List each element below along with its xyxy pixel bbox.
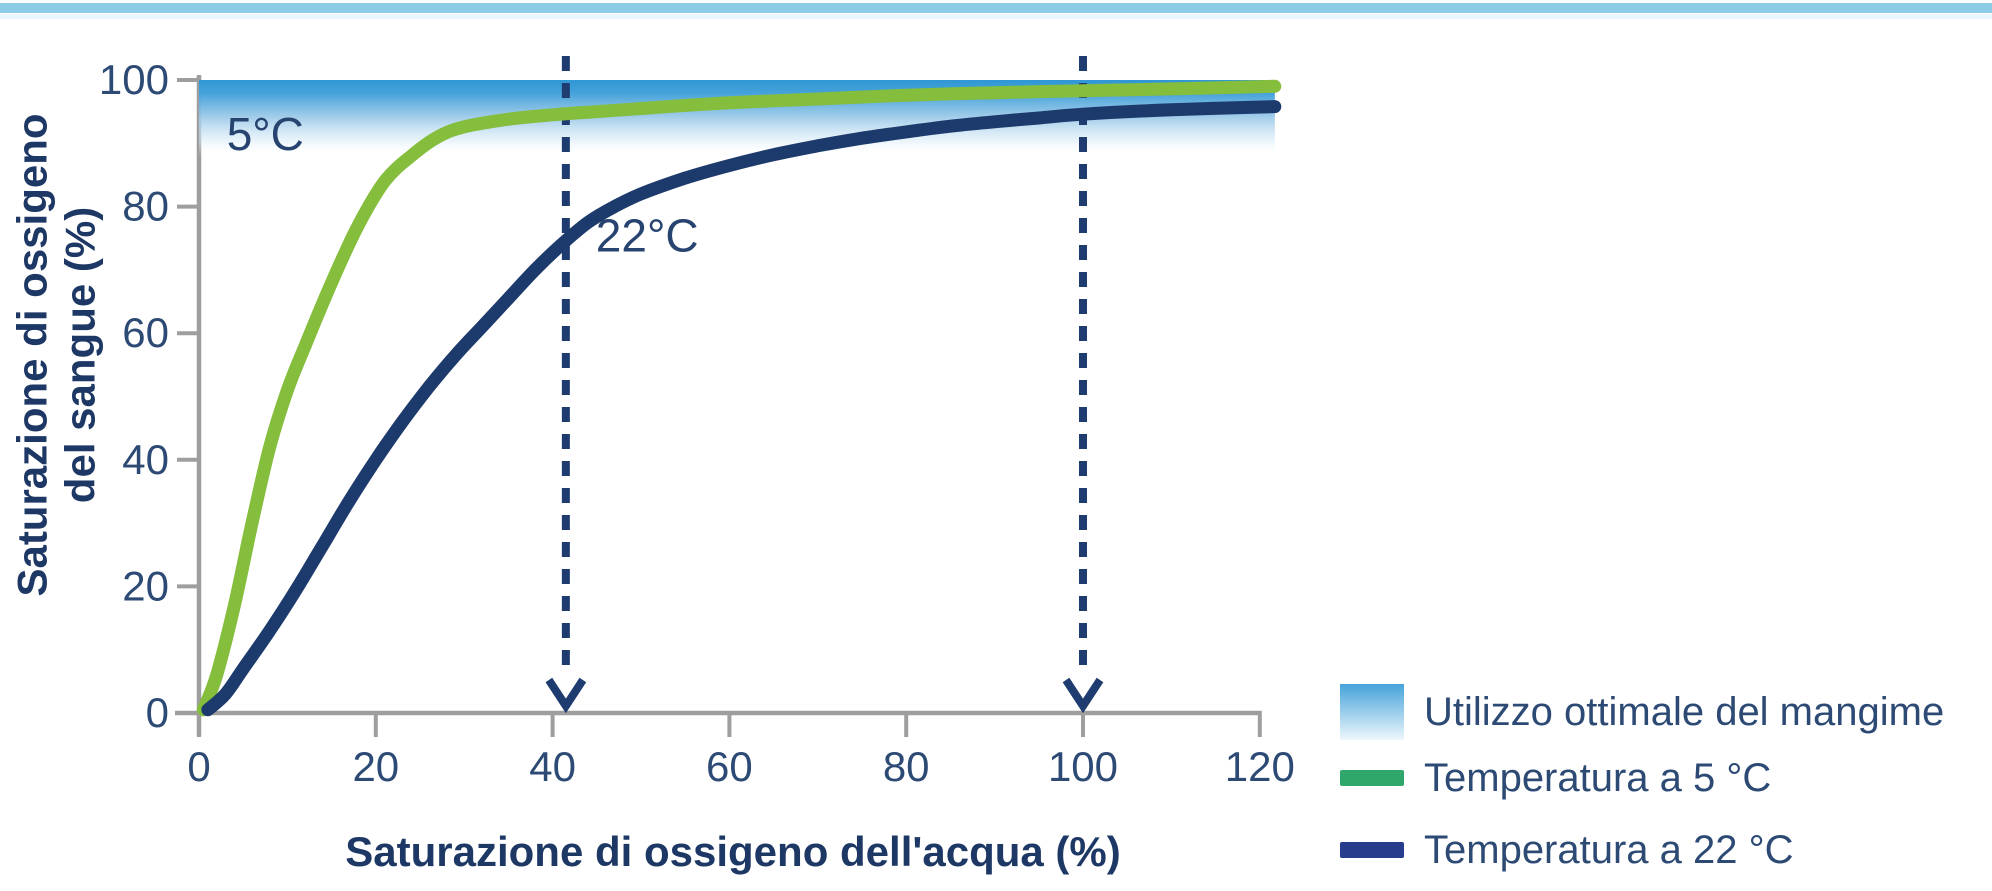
x-tick-label: 120 xyxy=(1225,743,1295,790)
plot-area: 0 20 40 60 80 100 120 0 20 40 60 80 100 5°C 22°C Satura… xyxy=(9,56,1295,875)
top-accent-bar-faint xyxy=(0,14,1992,19)
legend-swatch-optimal-band xyxy=(1340,684,1404,740)
legend-swatch-temp-5c xyxy=(1340,770,1404,786)
legend-label-temp-5c: Temperatura a 5 °C xyxy=(1424,756,1772,800)
legend-item-optimal-band: Utilizzo ottimale del mangime xyxy=(1340,684,1944,740)
legend-label-optimal-band: Utilizzo ottimale del mangime xyxy=(1424,690,1945,734)
curve-series-1 xyxy=(201,100,1282,717)
legend-item-temp-22c: Temperatura a 22 °C xyxy=(1340,828,1944,872)
x-axis-title: Saturazione di ossigeno dell'acqua (%) xyxy=(345,828,1120,875)
y-tick-label: 0 xyxy=(146,689,169,736)
x-tick-label: 40 xyxy=(529,743,576,790)
chart-legend: Utilizzo ottimale del mangime Temperatur… xyxy=(1340,684,1944,872)
legend-swatch-temp-22c xyxy=(1340,842,1404,858)
y-tick-label: 80 xyxy=(122,183,169,230)
y-tick-label: 20 xyxy=(122,562,169,609)
y-axis-title-line-1: Saturazione di ossigeno xyxy=(9,113,56,596)
top-accent-bar xyxy=(0,3,1992,13)
down-arrow-icon xyxy=(545,677,587,714)
x-tick-label: 80 xyxy=(883,743,930,790)
curve-annotation-0: 5°C xyxy=(227,108,304,160)
y-tick-label: 100 xyxy=(99,56,169,103)
legend-item-temp-5c: Temperatura a 5 °C xyxy=(1340,756,1944,800)
x-tick-label: 100 xyxy=(1048,743,1118,790)
y-tick-label: 60 xyxy=(122,309,169,356)
curve-annotation-1: 22°C xyxy=(596,210,699,262)
y-axis-title-line-2: del sangue (%) xyxy=(57,207,104,503)
y-tick-label: 40 xyxy=(122,436,169,483)
x-tick-label: 60 xyxy=(706,743,753,790)
down-arrow-icon xyxy=(1062,677,1104,714)
x-tick-label: 20 xyxy=(352,743,399,790)
curve-series-0 xyxy=(196,79,1282,717)
x-tick-label: 0 xyxy=(187,743,210,790)
legend-label-temp-22c: Temperatura a 22 °C xyxy=(1424,828,1794,872)
